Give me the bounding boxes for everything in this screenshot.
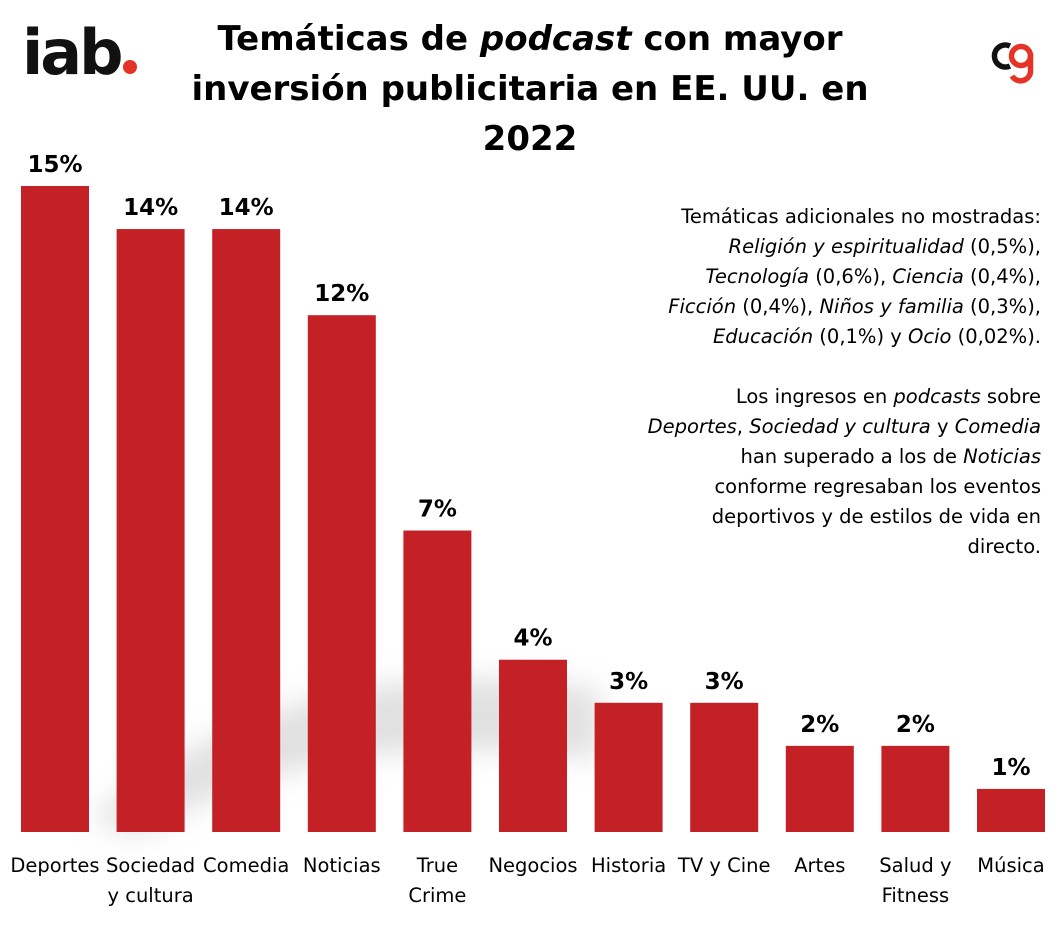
category-label: Artes <box>794 854 845 877</box>
note-fragment: Religión y espiritualidad <box>728 235 964 258</box>
category-label: Música <box>977 854 1044 877</box>
value-label: 7% <box>418 497 457 523</box>
value-label: 1% <box>991 755 1030 781</box>
bar <box>116 229 185 833</box>
notes-revenue-remark: Los ingresos en podcasts sobre Deportes, … <box>611 382 1041 562</box>
value-label: 14% <box>123 195 178 221</box>
note-fragment: Tecnología <box>705 265 809 288</box>
note-fragment: Los ingresos en <box>735 385 894 408</box>
bar <box>594 702 663 832</box>
title-line2: inversión publicitaria en EE. UU. en 202… <box>191 69 869 159</box>
note-fragment: Educación <box>712 325 814 348</box>
category-labels-group: Deportes Sociedad y cultura Comedia Noticias… <box>10 854 1044 907</box>
title-part2: con mayor <box>631 19 843 59</box>
note-fragment: sobre <box>980 385 1041 408</box>
bar <box>307 315 376 832</box>
bar <box>977 788 1045 832</box>
note-fragment: (0,1%) y <box>813 325 909 348</box>
category-label: Noticias <box>303 854 381 877</box>
value-label: 15% <box>27 152 82 178</box>
note-fragment: directo. <box>967 535 1041 558</box>
iab-logo-text: iab <box>22 16 123 89</box>
bars-group <box>21 186 1045 833</box>
note-fragment: Ficción <box>668 295 737 318</box>
note-fragment: (0,4%), <box>736 295 820 318</box>
value-label: 4% <box>513 626 552 652</box>
value-label: 2% <box>896 712 935 738</box>
category-label: True Crime <box>408 854 466 907</box>
note-fragment: Ocio <box>908 325 952 348</box>
cg-logo-g-tail <box>1009 54 1034 84</box>
chart-title: Temáticas de podcast con mayor inversión… <box>150 14 910 164</box>
note-fragment: podcasts <box>893 385 981 408</box>
iab-logo: iab <box>22 22 138 84</box>
value-label: 2% <box>800 712 839 738</box>
note-fragment: Niños y familia <box>819 295 964 318</box>
notes-panel: Temáticas adicionales no mostradas: Relig… <box>611 202 1041 562</box>
category-label: Sociedad y cultura <box>106 854 195 907</box>
note-fragment: Ciencia <box>892 265 964 288</box>
title-part1: Temáticas de <box>217 19 480 59</box>
note-fragment: Sociedad y cultura <box>749 415 931 438</box>
category-label: Deportes <box>10 854 99 877</box>
note-fragment: (0,02%). <box>951 325 1041 348</box>
cg-logo-c <box>991 42 1012 70</box>
note-fragment: (0,5%), <box>963 235 1041 258</box>
title-italic: podcast <box>479 19 632 59</box>
note-fragment: Temáticas adicionales no mostradas: <box>681 205 1041 228</box>
note-fragment: , <box>736 415 750 438</box>
value-label: 14% <box>219 195 274 221</box>
category-label: Historia <box>591 854 666 877</box>
note-fragment: (0,3%), <box>963 295 1041 318</box>
note-fragment: han superado a los de <box>740 445 964 468</box>
note-fragment: deportivos y de estilos de vida en <box>711 505 1041 528</box>
value-label: 12% <box>314 281 369 307</box>
bar <box>212 229 281 833</box>
value-label: 3% <box>609 669 648 695</box>
category-label: Negocios <box>488 854 577 877</box>
note-fragment: Noticias <box>963 445 1041 468</box>
value-label: 3% <box>705 669 744 695</box>
iab-logo-dot <box>123 60 138 74</box>
category-label: Salud y Fitness <box>879 854 951 907</box>
note-fragment: y <box>930 415 955 438</box>
value-labels-group: 15% 14% 14% 12% 7% 4% 3% 3% 2% 2% 1% <box>27 152 1030 781</box>
category-label: TV y Cine <box>677 854 771 877</box>
bar <box>403 530 472 832</box>
bar <box>785 745 854 832</box>
category-label: Comedia <box>203 854 289 877</box>
bar <box>881 745 950 832</box>
bar <box>499 659 567 832</box>
note-fragment: Deportes <box>647 415 737 438</box>
note-fragment: Comedia <box>954 415 1041 438</box>
note-fragment: (0,4%), <box>963 265 1041 288</box>
cg-logo <box>991 42 1034 84</box>
bar <box>690 702 759 832</box>
bar <box>21 186 89 832</box>
note-fragment: conforme regresaban los eventos <box>714 475 1041 498</box>
note-fragment: (0,6%), <box>809 265 893 288</box>
notes-additional-topics: Temáticas adicionales no mostradas: Relig… <box>611 202 1041 352</box>
